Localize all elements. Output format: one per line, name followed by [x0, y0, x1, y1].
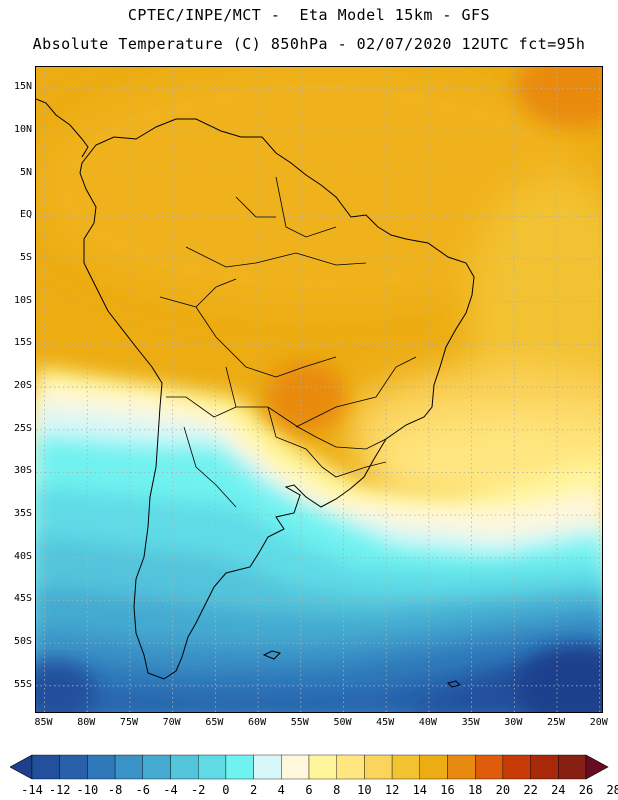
lon-tick-label: 25W — [546, 717, 566, 728]
map-title-line2: Absolute Temperature (C) 850hPa - 02/07/… — [32, 35, 586, 53]
temperature-field — [36, 67, 602, 712]
colorbar-tick-label: 18 — [467, 783, 483, 797]
lon-tick-label: 55W — [290, 717, 309, 728]
colorbar-swatch — [253, 754, 282, 780]
colorbar-swatch — [87, 754, 116, 780]
colorbar-swatch — [530, 754, 559, 780]
lat-tick-label: 35S — [13, 508, 32, 520]
map-title-line1: CPTEC/INPE/MCT - Eta Model 15km - GFS — [127, 6, 491, 24]
colorbar-swatch — [391, 754, 421, 780]
colorbar-swatch — [197, 754, 227, 780]
colorbar-swatch — [114, 754, 143, 780]
colorbar-tick-label: 14 — [412, 783, 428, 797]
colorbar-tick-label: -14 — [21, 783, 43, 797]
colorbar-swatch — [142, 754, 171, 780]
colorbar-tick-label: 0 — [222, 783, 230, 797]
colorbar-tick-label: -2 — [190, 783, 206, 797]
colorbar-swatch — [281, 754, 310, 780]
temperature-colorbar — [10, 754, 609, 780]
colorbar-swatch — [558, 754, 587, 780]
colorbar-tick-label: 20 — [495, 783, 511, 797]
colorbar-swatch — [225, 754, 254, 780]
lat-tick-label: 40S — [13, 550, 32, 562]
lon-tick-label: 45W — [376, 717, 395, 728]
lat-tick-label: 20S — [13, 380, 32, 392]
lon-tick-label: 75W — [119, 717, 138, 728]
lat-tick-label: 5S — [19, 252, 32, 264]
lat-tick-label: 15N — [13, 81, 32, 93]
lon-tick-label: 80W — [77, 717, 96, 728]
colorbar-tick-label: 10 — [357, 783, 372, 797]
colorbar-swatch — [475, 754, 504, 780]
lat-tick-label: 30S — [13, 465, 32, 477]
colorbar-swatch — [59, 754, 88, 780]
falklands-outline — [262, 650, 281, 660]
colorbar-swatch — [502, 754, 531, 780]
lon-tick-label: 50W — [333, 717, 352, 728]
colorbar-tick-label: 12 — [384, 783, 400, 797]
lat-tick-label: 55S — [13, 678, 32, 690]
colorbar-tick-label: 28 — [606, 783, 618, 797]
lon-tick-label: 70W — [162, 717, 181, 728]
lon-tick-label: 40W — [418, 717, 437, 728]
lat-tick-label: 50S — [13, 636, 32, 648]
colorbar-swatch — [170, 754, 199, 780]
colorbar-swatch — [447, 754, 476, 780]
colorbar-tick-label: 24 — [551, 783, 566, 797]
colorbar-tick-label: -10 — [76, 783, 99, 797]
country-borders — [159, 176, 417, 508]
colorbar-tick-label: 22 — [523, 783, 538, 797]
colorbar-tick-label: 6 — [305, 783, 313, 797]
lat-tick-label: 45S — [13, 593, 32, 605]
lat-tick-label: 25S — [13, 422, 32, 434]
lat-tick-label: EQ — [19, 209, 32, 221]
south-georgia-outline — [447, 680, 461, 688]
colorbar-swatch — [308, 754, 337, 780]
colorbar-tick-label: 16 — [440, 783, 455, 797]
lon-tick-label: 35W — [461, 717, 480, 728]
temperature-map — [36, 67, 602, 712]
lat-tick-label: 10S — [13, 294, 32, 306]
colorbar-tick-label: 2 — [249, 783, 258, 797]
colorbar-swatch — [364, 754, 393, 780]
lon-tick-label: 60W — [248, 717, 267, 728]
colorbar-swatch — [31, 754, 60, 780]
colorbar-swatch — [336, 754, 365, 780]
lat-tick-label: 5N — [19, 166, 32, 178]
lat-tick-label: 10N — [13, 124, 32, 136]
lon-tick-label: 65W — [205, 717, 224, 728]
colorbar-tick-label: -12 — [48, 783, 71, 797]
colorbar-tick-label: 26 — [578, 783, 594, 797]
colorbar-tick-label: 8 — [333, 783, 341, 797]
colorbar-tick-label: -4 — [163, 783, 178, 797]
south-america-coastline — [79, 118, 475, 680]
lon-tick-label: 85W — [34, 717, 53, 728]
colorbar-tick-label: -6 — [135, 783, 151, 797]
lat-lon-grid — [36, 67, 602, 712]
colorbar-arrow-high — [585, 754, 609, 780]
colorbar-arrow-low — [10, 754, 33, 780]
colorbar-swatch — [419, 754, 448, 780]
lat-tick-label: 15S — [13, 337, 32, 349]
land-outlines — [36, 98, 475, 688]
central-america-outline — [36, 98, 89, 158]
colorbar-tick-label: 4 — [277, 783, 285, 797]
lon-tick-label: 20W — [589, 717, 608, 728]
map-panel — [35, 66, 603, 713]
lon-tick-label: 30W — [504, 717, 523, 728]
colorbar-tick-label: -8 — [107, 783, 123, 797]
